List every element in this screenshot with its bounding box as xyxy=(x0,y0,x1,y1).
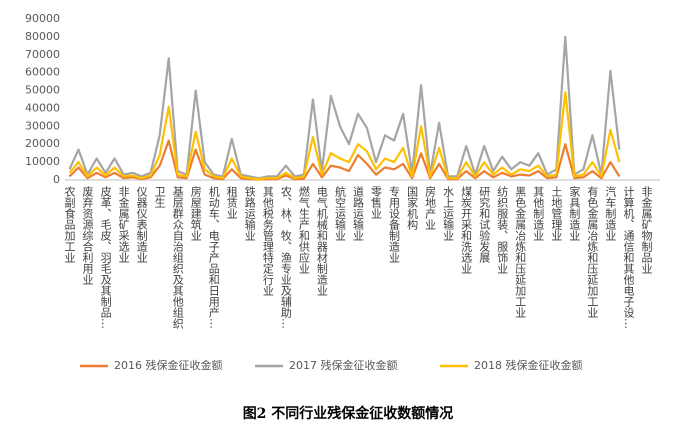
x-tick-label: 水上运输业 xyxy=(442,186,455,241)
x-tick-label: 燃气生产和供应业 xyxy=(297,185,310,274)
x-tick-label: 铁路运输业 xyxy=(243,186,256,241)
x-tick-label: 道路运输业 xyxy=(351,185,364,241)
x-tick-label: 零售业 xyxy=(370,186,383,219)
x-tick-label: 煤炭开采和洗选业 xyxy=(460,186,473,274)
x-tick-label: 专用设备制造业 xyxy=(388,185,401,263)
x-tick-label: 电气机械和器材制造业 xyxy=(315,186,328,296)
x-tick-label: 房地产业 xyxy=(424,186,437,230)
x-tick-label: 计算机、通信和其他电子设… xyxy=(622,186,635,329)
x-tick-label: 有色金属冶炼和压延加工业 xyxy=(586,185,599,318)
legend-label: 2018 残保金征收金额 xyxy=(474,358,583,372)
x-tick-label: 纺织服装、服饰业 xyxy=(496,185,509,274)
legend-label: 2017 残保金征收金额 xyxy=(289,358,398,372)
x-tick-label: 研究和试验发展 xyxy=(478,186,491,264)
x-tick-label: 废弃资源综合利用业 xyxy=(81,185,94,285)
x-tick-label: 其他税务管理特定行业 xyxy=(261,186,274,296)
x-tick-label: 农副食品加工业 xyxy=(63,185,76,263)
legend-label: 2016 残保金征收金额 xyxy=(114,358,223,372)
x-tick-label: 仪器仪表制造业 xyxy=(135,186,148,263)
x-tick-label: 皮革、毛皮、羽毛及其制品… xyxy=(99,186,112,329)
y-tick-label: 20000 xyxy=(25,137,60,150)
x-tick-label: 非金属矿采选业 xyxy=(117,186,130,263)
y-tick-label: 80000 xyxy=(25,30,60,43)
y-tick-label: 70000 xyxy=(25,48,60,61)
y-tick-label: 30000 xyxy=(25,119,60,132)
x-tick-label: 其他制造业 xyxy=(532,186,545,241)
x-tick-label: 航空运输业 xyxy=(333,185,346,241)
series-line xyxy=(68,91,621,181)
x-tick-label: 基层群众自治组织及其他组织 xyxy=(171,186,184,329)
caption: 图2 不同行业残保金征收数额情况 xyxy=(243,405,454,422)
y-tick-label: 40000 xyxy=(25,101,60,114)
x-tick-label: 黑色金属冶炼和压延加工业 xyxy=(514,186,527,318)
x-tick-label: 租赁业 xyxy=(225,186,238,219)
x-tick-label: 房屋建筑业 xyxy=(189,186,202,241)
series-line xyxy=(68,35,621,180)
series-line xyxy=(68,139,621,181)
y-tick-label: 50000 xyxy=(25,84,60,97)
y-tick-label: 10000 xyxy=(25,155,60,168)
x-tick-label: 汽车制造业 xyxy=(604,185,617,241)
x-tick-label: 机动车、电子产品和日用产… xyxy=(207,185,220,329)
x-tick-label: 卫生 xyxy=(153,186,166,208)
x-tick-label: 土地管理业 xyxy=(550,186,563,241)
x-tick-label: 农、林、牧、渔专业及辅助… xyxy=(279,185,292,329)
y-tick-label: 90000 xyxy=(25,12,60,25)
x-tick-label: 国家机构 xyxy=(406,186,419,231)
x-tick-label: 非金属矿物制品业 xyxy=(640,186,653,274)
y-tick-label: 0 xyxy=(53,173,60,186)
x-tick-label: 家具制造业 xyxy=(568,185,581,241)
y-tick-label: 60000 xyxy=(25,66,60,79)
